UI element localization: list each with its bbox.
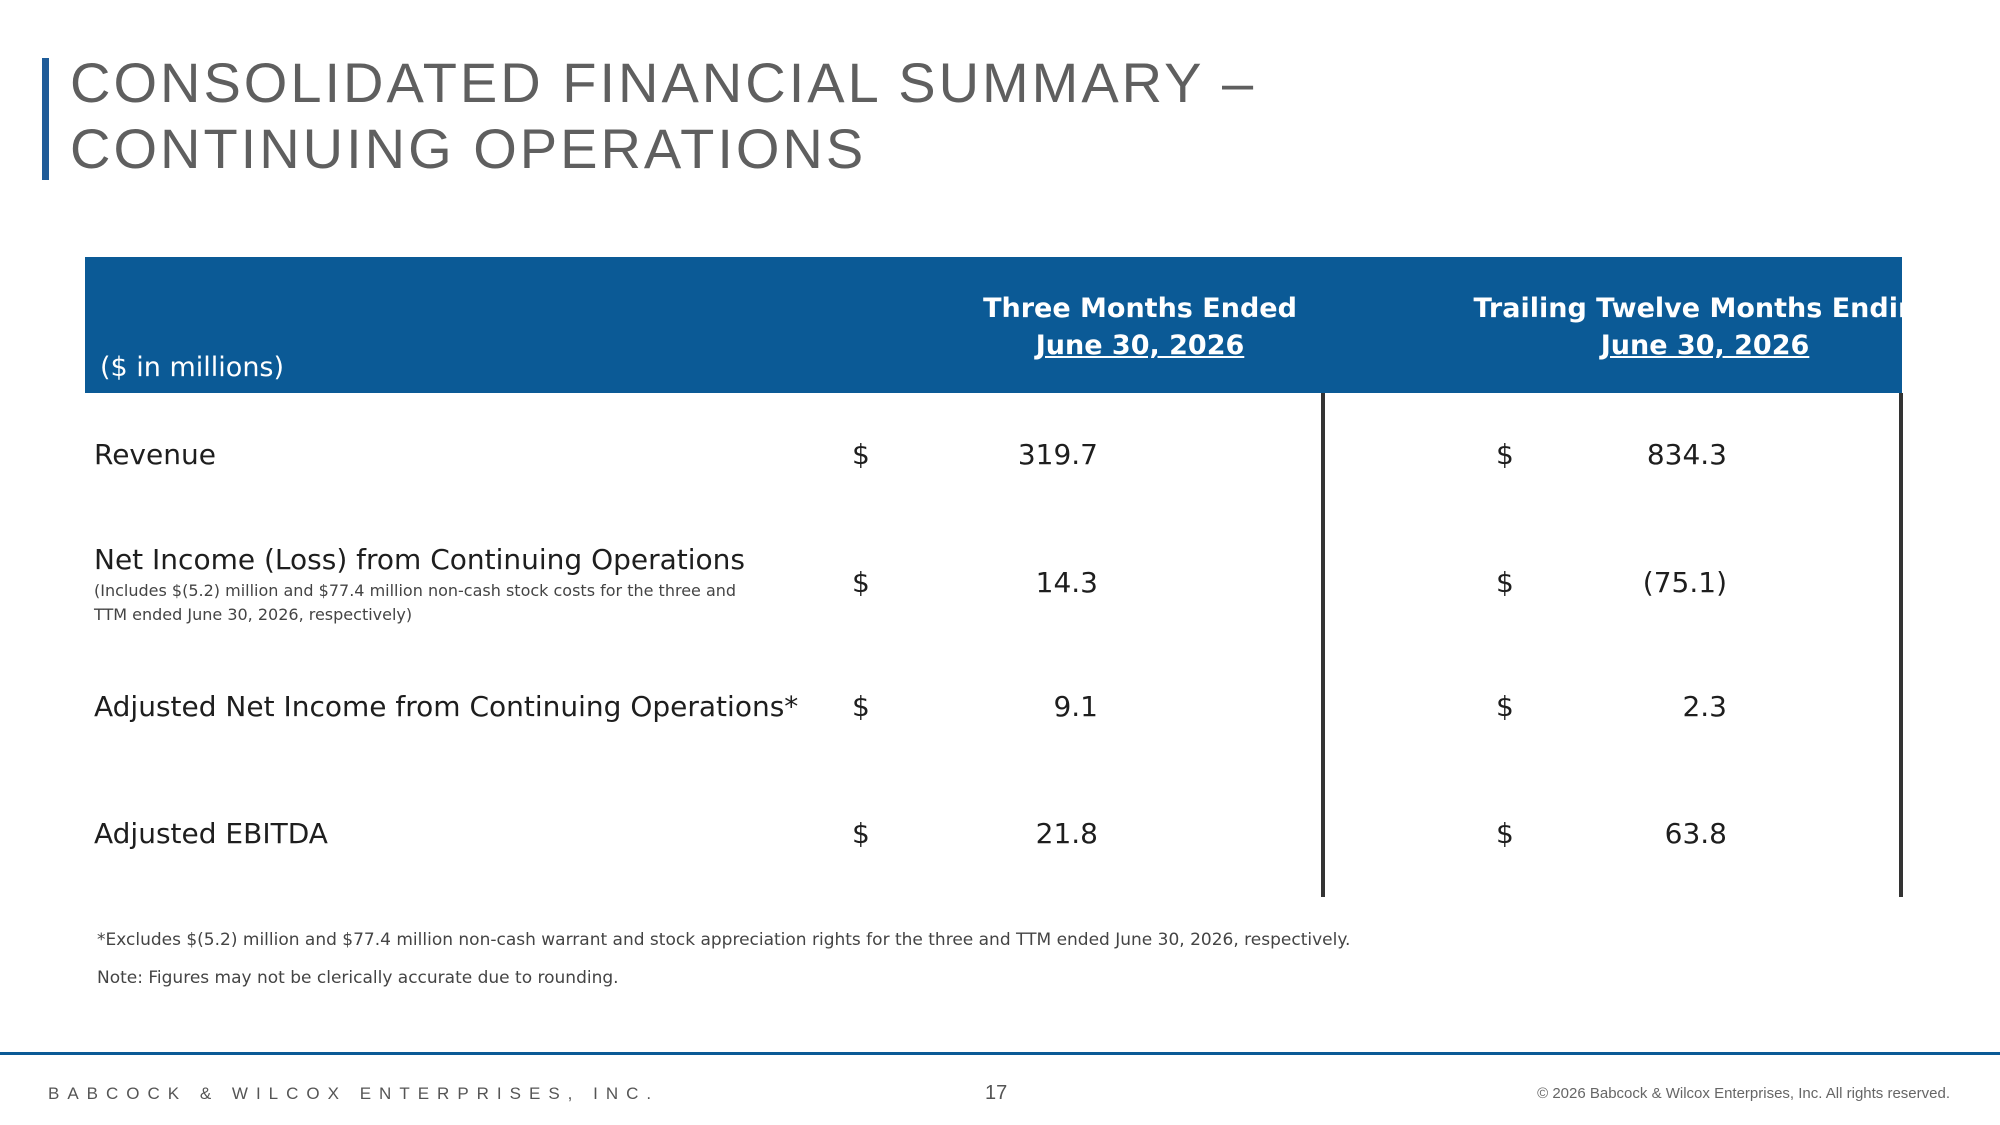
row-label: Adjusted EBITDA bbox=[94, 817, 328, 850]
table-header: ($ in millions) Three Months Ended June … bbox=[85, 257, 1937, 393]
column-heading: Three Months Ended bbox=[983, 293, 1297, 324]
value-ttm: (75.1) bbox=[1642, 566, 1727, 599]
company-name: BABCOCK & WILCOX ENTERPRISES, INC. bbox=[48, 1084, 660, 1103]
row-label: Net Income (Loss) from Continuing Operat… bbox=[94, 543, 746, 576]
page-title-line-2: CONTINUING OPERATIONS bbox=[70, 117, 867, 180]
page-number: 17 bbox=[985, 1082, 1008, 1104]
table-row: Net Income (Loss) from Continuing Operat… bbox=[94, 543, 1894, 643]
title-accent-bar bbox=[42, 58, 49, 180]
page-title-line-1: CONSOLIDATED FINANCIAL SUMMARY – bbox=[70, 51, 1257, 114]
currency-symbol: $ bbox=[852, 817, 870, 850]
currency-symbol: $ bbox=[1496, 690, 1514, 723]
value-ttm: 63.8 bbox=[1664, 817, 1727, 850]
value-three-months: 14.3 bbox=[1035, 566, 1098, 599]
column-header-three-months: Three Months Ended June 30, 2026 bbox=[825, 290, 1455, 364]
value-ttm: 2.3 bbox=[1682, 690, 1727, 723]
column-subheading: June 30, 2026 bbox=[1035, 330, 1245, 361]
currency-symbol: $ bbox=[1496, 438, 1514, 471]
value-three-months: 319.7 bbox=[1017, 438, 1098, 471]
currency-symbol: $ bbox=[852, 438, 870, 471]
page-title: CONSOLIDATED FINANCIAL SUMMARY – CONTINU… bbox=[70, 50, 1470, 182]
footnote-asterisk: *Excludes $(5.2) million and $77.4 milli… bbox=[97, 930, 1351, 950]
value-three-months: 9.1 bbox=[1053, 690, 1098, 723]
currency-symbol: $ bbox=[852, 690, 870, 723]
currency-symbol: $ bbox=[1496, 817, 1514, 850]
row-label: Adjusted Net Income from Continuing Oper… bbox=[94, 690, 799, 723]
value-three-months: 21.8 bbox=[1035, 817, 1098, 850]
units-label: ($ in millions) bbox=[100, 352, 285, 383]
table-row: Adjusted Net Income from Continuing Oper… bbox=[94, 690, 1894, 730]
row-note: (Includes $(5.2) million and $77.4 milli… bbox=[94, 581, 737, 624]
currency-symbol: $ bbox=[1496, 566, 1514, 599]
column-subheading: June 30, 2026 bbox=[1600, 330, 1810, 361]
footnote-rounding: Note: Figures may not be clerically accu… bbox=[97, 968, 619, 988]
column-heading: Trailing Twelve Months Ending bbox=[1473, 293, 1937, 324]
value-ttm: 834.3 bbox=[1646, 438, 1727, 471]
row-label: Revenue bbox=[94, 438, 216, 471]
column-header-ttm: Trailing Twelve Months Ending June 30, 2… bbox=[1405, 290, 2000, 364]
table-row: Revenue $ 319.7 $ 834.3 bbox=[94, 438, 1894, 478]
copyright-notice: © 2026 Babcock & Wilcox Enterprises, Inc… bbox=[1537, 1085, 1950, 1102]
column-divider bbox=[1321, 393, 1325, 897]
footer-divider bbox=[0, 1052, 2000, 1055]
currency-symbol: $ bbox=[852, 566, 870, 599]
column-divider bbox=[1899, 393, 1903, 897]
table-row: Adjusted EBITDA $ 21.8 $ 63.8 bbox=[94, 817, 1894, 857]
